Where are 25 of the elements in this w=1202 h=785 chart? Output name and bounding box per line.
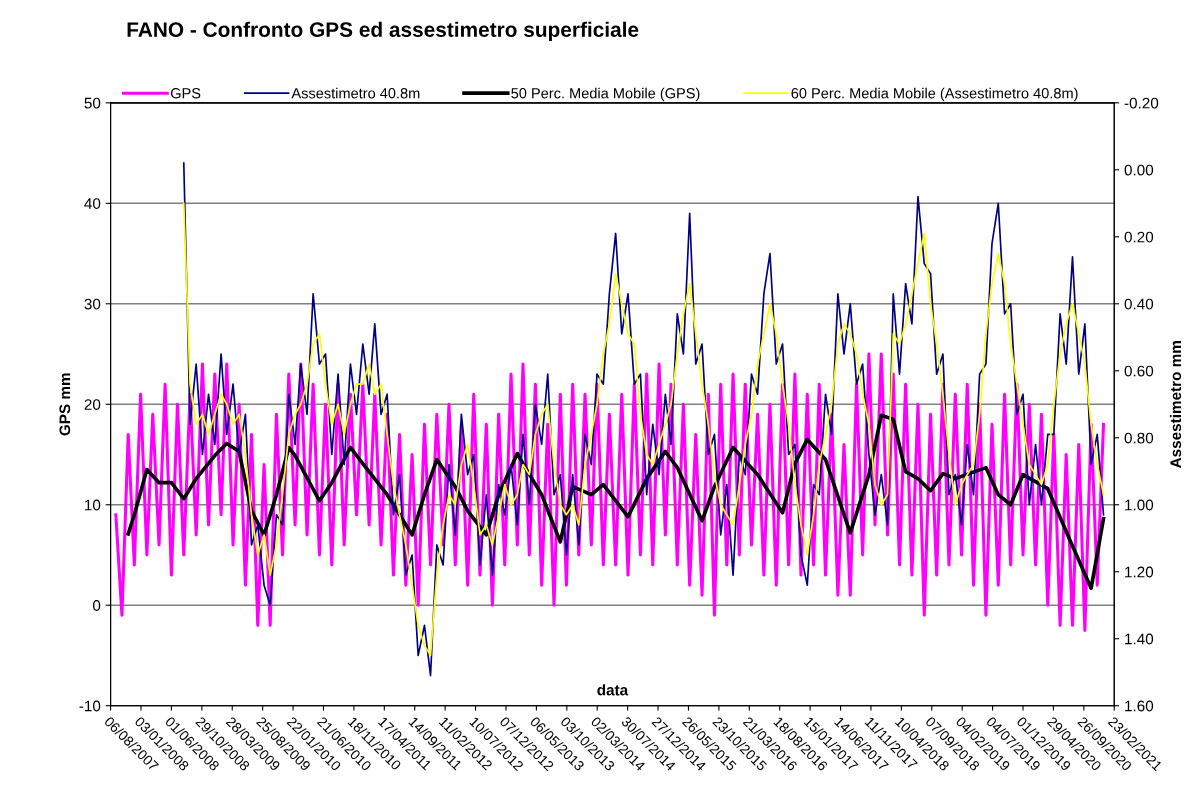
legend-label: Assestimetro 40.8m (291, 87, 420, 99)
legend-label: 50 Perc. Media Mobile (GPS) (511, 87, 700, 102)
chart-title: FANO - Confronto GPS ed assestimetro superficiale (127, 21, 639, 42)
y-tick-label: 50 (84, 97, 101, 109)
y-tick-label: 0 (92, 600, 101, 611)
y2-tick-label: 1.40 (1125, 633, 1154, 645)
y2-tick-label: 0.00 (1124, 164, 1154, 176)
y-tick-label: 10 (85, 499, 101, 511)
y-tick-label: 20 (84, 399, 101, 410)
y-axis-title: GPS mm (59, 373, 71, 436)
y2-tick-label: 0.20 (1124, 231, 1154, 243)
y2-tick-label: 0.60 (1124, 365, 1154, 377)
y-tick-label: 30 (84, 298, 101, 310)
y2-axis-title: Assestimetro mm (1169, 341, 1182, 468)
y-tick-label: 40 (84, 198, 101, 209)
legend-label: GPS (170, 88, 201, 99)
y2-tick-label: 0.40 (1124, 298, 1154, 310)
y2-tick-label: -0.20 (1124, 97, 1159, 109)
x-axis-title: data (597, 684, 629, 696)
legend-label: 60 Perc. Media Mobile (Assestimetro 40.8m) (791, 87, 1078, 102)
y2-tick-label: 1.60 (1125, 700, 1154, 712)
y2-tick-label: 1.00 (1125, 499, 1154, 511)
y2-tick-label: 1.20 (1125, 566, 1154, 578)
y-tick-label: -10 (79, 700, 101, 712)
y2-tick-label: 0.80 (1124, 432, 1154, 444)
